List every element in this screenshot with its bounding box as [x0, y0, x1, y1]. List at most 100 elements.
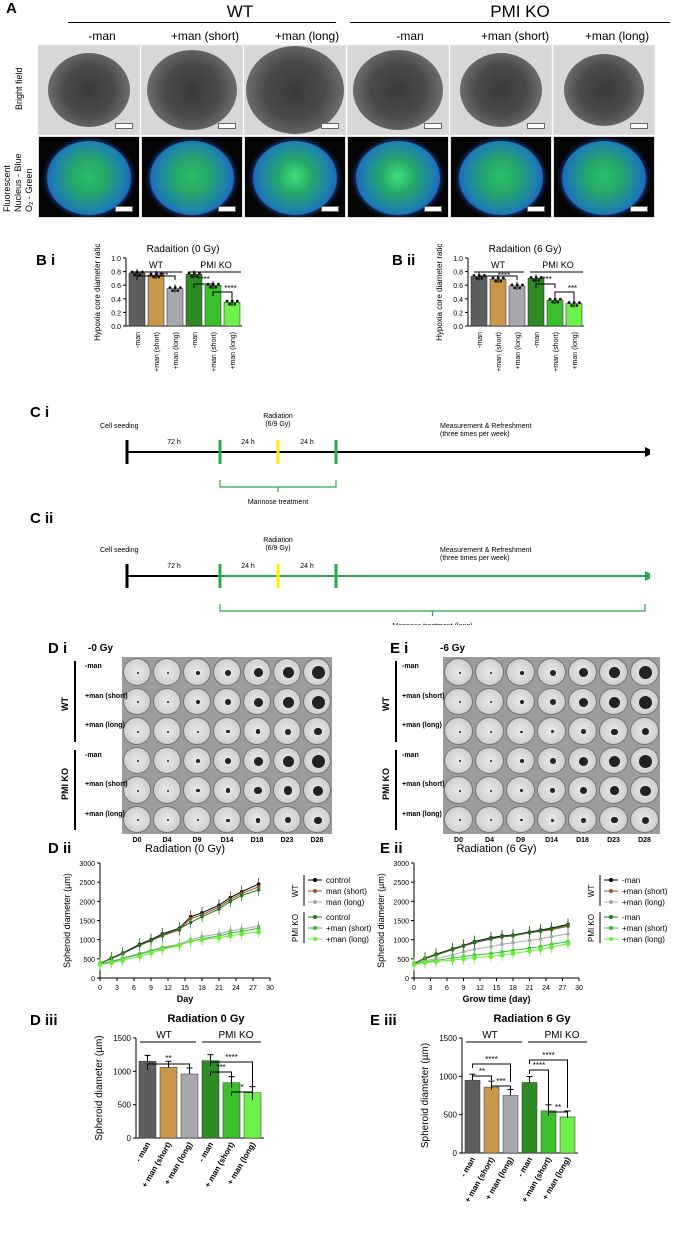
- panel-cii-label: C ii: [30, 510, 54, 527]
- panel-a-label: A: [6, 0, 17, 17]
- data-point: [565, 941, 571, 946]
- data-point: [510, 951, 516, 956]
- group-label-pmi: PMI KO: [544, 1030, 579, 1041]
- legend-label: -man: [622, 876, 640, 885]
- sig-bracket: [212, 291, 233, 300]
- data-point: [433, 959, 439, 964]
- fluorescent-image: [38, 136, 140, 218]
- well: [506, 805, 535, 833]
- y-tick-label: 1.0: [453, 256, 463, 263]
- data-point: [411, 962, 417, 967]
- data-point: [472, 955, 477, 961]
- well: [568, 717, 597, 745]
- data-point: [188, 938, 194, 944]
- y-tick-label: 0.2: [453, 310, 463, 317]
- x-axis-label: Day: [177, 994, 194, 1004]
- data-point: [187, 271, 191, 275]
- spheroid-dot: [489, 701, 492, 704]
- spheroid-dot: [137, 819, 139, 822]
- y-axis-label: Spheroid diameter (µm): [376, 873, 386, 968]
- spheroid-dot: [167, 760, 169, 763]
- data-point: [538, 937, 543, 941]
- data-point: [532, 279, 535, 282]
- y-tick-label: 0.6: [111, 283, 121, 290]
- legend-marker: [609, 878, 613, 882]
- well: [568, 805, 597, 833]
- bar: [138, 1061, 157, 1139]
- y-axis-label: Hypoxia core diameter ratio: [435, 244, 444, 341]
- well: [213, 687, 241, 715]
- x-tick-label: -man: [477, 332, 484, 348]
- bar: [489, 278, 507, 327]
- spheroid-dot: [489, 730, 492, 733]
- group-bar: [395, 661, 397, 742]
- data-point: [511, 940, 515, 945]
- spheroid-dot: [549, 699, 556, 706]
- legend-label: +man (long): [622, 935, 665, 944]
- treatment-bracket: [219, 604, 646, 612]
- spheroid-blob: [48, 53, 130, 127]
- data-point: [137, 943, 142, 947]
- plate-row-label: +man (long): [85, 810, 125, 818]
- condition-label: -man: [88, 29, 116, 43]
- y-tick-label: 0: [127, 1134, 132, 1143]
- panel-ci-label: C i: [30, 404, 50, 421]
- spheroid-dot: [253, 668, 263, 678]
- label-seeding: Cell seeding: [100, 547, 139, 554]
- well: [273, 717, 301, 745]
- plate-day-label: D14: [545, 837, 558, 844]
- data-point: [176, 289, 180, 292]
- spheroid-dot: [519, 789, 524, 793]
- data-point: [570, 304, 573, 307]
- spheroid-dot: [458, 819, 461, 822]
- bar: [502, 1095, 519, 1154]
- panel-di-label: D i: [48, 640, 68, 657]
- well: [599, 658, 628, 686]
- well: [506, 776, 535, 804]
- sig-bracket: [472, 1075, 492, 1080]
- scale-bar: [527, 123, 545, 129]
- row-label-brightfield: Bright field: [14, 67, 24, 110]
- spheroid-dot: [639, 754, 652, 768]
- data-point: [195, 274, 199, 278]
- scale-bar: [630, 206, 648, 212]
- spheroid-dot: [167, 701, 169, 704]
- data-point: [214, 285, 218, 289]
- spheroid-blob: [147, 50, 237, 130]
- data-point: [450, 947, 455, 952]
- well: [506, 658, 535, 686]
- condition-label: +man (long): [274, 29, 340, 43]
- data-point: [521, 283, 524, 287]
- well: [475, 658, 504, 686]
- x-tick-label: +man (short): [154, 332, 161, 372]
- spheroid-dot: [489, 789, 492, 792]
- data-point: [475, 276, 478, 280]
- panel-a-wt-title: WT: [226, 2, 254, 21]
- plate-day-label: D0: [454, 837, 463, 844]
- well-plate-image: [443, 657, 660, 834]
- well: [506, 746, 535, 774]
- spheroid-dot: [226, 818, 230, 822]
- data-point: [461, 956, 466, 962]
- spheroid-dot: [311, 666, 325, 680]
- data-point: [198, 271, 201, 275]
- data-point: [499, 279, 503, 283]
- y-tick-label: 1500: [439, 1034, 457, 1043]
- x-tick-label: -man: [192, 332, 199, 348]
- data-point: [527, 930, 532, 935]
- x-tick-label: +man (short): [211, 332, 218, 372]
- well: [183, 687, 211, 715]
- sig-label: ****: [156, 271, 168, 280]
- scale-bar: [321, 206, 339, 212]
- well: [537, 805, 566, 833]
- y-axis-label: Hypoxia core diameter ratio: [93, 244, 102, 341]
- spheroid-dot: [284, 817, 292, 824]
- data-point: [502, 276, 505, 280]
- well: [537, 658, 566, 686]
- well: [273, 746, 301, 774]
- wt-divider: [68, 22, 336, 23]
- plate-row-label: +man (short): [85, 692, 128, 700]
- brightfield-image: [38, 45, 140, 135]
- well: [599, 687, 628, 715]
